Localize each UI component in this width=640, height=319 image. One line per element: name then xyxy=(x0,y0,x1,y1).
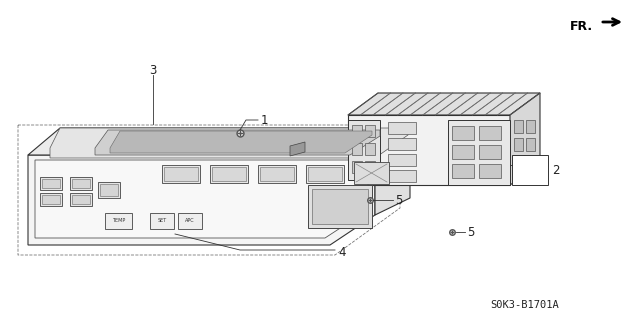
Text: 5: 5 xyxy=(467,226,474,239)
Polygon shape xyxy=(210,165,248,183)
Text: FR.: FR. xyxy=(570,19,593,33)
Polygon shape xyxy=(365,125,375,137)
Polygon shape xyxy=(178,213,202,229)
Polygon shape xyxy=(95,130,380,155)
Polygon shape xyxy=(28,155,375,245)
Text: 3: 3 xyxy=(149,63,157,77)
Text: APC: APC xyxy=(185,219,195,224)
Polygon shape xyxy=(510,93,540,185)
Polygon shape xyxy=(40,177,62,190)
Polygon shape xyxy=(479,164,501,178)
Polygon shape xyxy=(290,142,305,156)
Polygon shape xyxy=(50,128,408,158)
Polygon shape xyxy=(448,120,510,185)
Polygon shape xyxy=(452,164,474,178)
Polygon shape xyxy=(35,160,368,238)
Text: SET: SET xyxy=(157,219,166,224)
Polygon shape xyxy=(388,122,416,134)
Text: TEMP: TEMP xyxy=(112,219,125,224)
Polygon shape xyxy=(98,182,120,198)
Polygon shape xyxy=(354,162,389,184)
Polygon shape xyxy=(388,154,416,166)
Polygon shape xyxy=(348,120,380,180)
Polygon shape xyxy=(479,145,501,159)
Polygon shape xyxy=(352,161,362,173)
Polygon shape xyxy=(260,167,294,181)
Polygon shape xyxy=(308,167,342,181)
Polygon shape xyxy=(526,138,535,151)
Polygon shape xyxy=(28,128,410,155)
Polygon shape xyxy=(105,213,132,229)
Polygon shape xyxy=(375,128,410,215)
Polygon shape xyxy=(479,126,501,140)
Polygon shape xyxy=(72,195,90,204)
Polygon shape xyxy=(388,170,416,182)
Polygon shape xyxy=(42,195,60,204)
Polygon shape xyxy=(352,125,362,137)
Polygon shape xyxy=(452,145,474,159)
Polygon shape xyxy=(526,156,535,169)
Polygon shape xyxy=(526,120,535,133)
Polygon shape xyxy=(365,161,375,173)
Polygon shape xyxy=(212,167,246,181)
Text: 2: 2 xyxy=(552,164,559,176)
Polygon shape xyxy=(40,193,62,206)
Polygon shape xyxy=(512,155,548,185)
Polygon shape xyxy=(42,179,60,188)
Polygon shape xyxy=(162,165,200,183)
Text: 5: 5 xyxy=(395,194,403,206)
Polygon shape xyxy=(258,165,296,183)
Polygon shape xyxy=(348,115,510,185)
Polygon shape xyxy=(110,131,372,153)
Polygon shape xyxy=(72,179,90,188)
Polygon shape xyxy=(514,120,523,133)
Text: 1: 1 xyxy=(261,114,269,127)
Polygon shape xyxy=(452,126,474,140)
Polygon shape xyxy=(70,193,92,206)
Polygon shape xyxy=(70,177,92,190)
Polygon shape xyxy=(388,138,416,150)
Polygon shape xyxy=(514,156,523,169)
Polygon shape xyxy=(150,213,174,229)
Polygon shape xyxy=(352,143,362,155)
Polygon shape xyxy=(308,185,372,228)
Polygon shape xyxy=(100,184,118,196)
Polygon shape xyxy=(365,143,375,155)
Polygon shape xyxy=(306,165,344,183)
Polygon shape xyxy=(348,93,540,115)
Polygon shape xyxy=(514,138,523,151)
Text: S0K3-B1701A: S0K3-B1701A xyxy=(490,300,559,310)
Text: 4: 4 xyxy=(338,246,346,258)
Polygon shape xyxy=(164,167,198,181)
Polygon shape xyxy=(312,189,368,224)
